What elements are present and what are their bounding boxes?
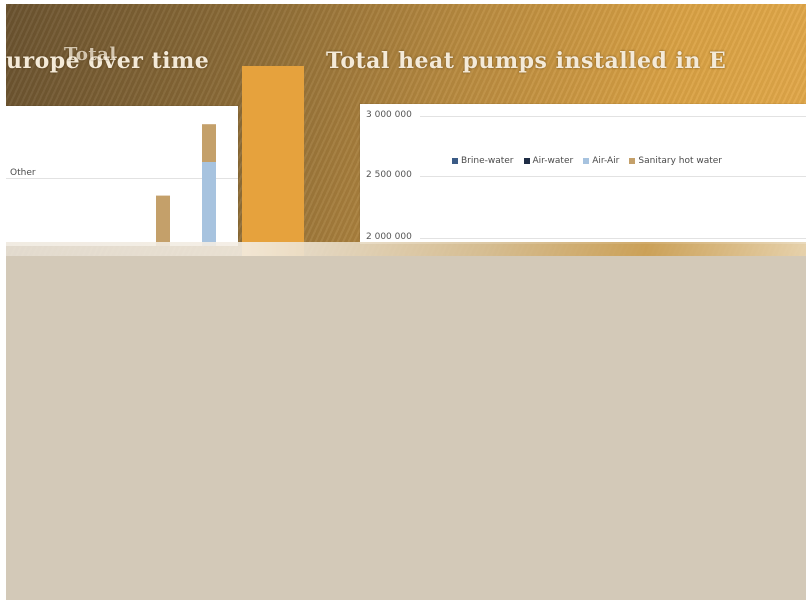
- legend-label: Air-water: [532, 156, 574, 166]
- legend-entry-other: Other: [10, 168, 36, 178]
- legend-item-air-air: Air-Air: [583, 156, 619, 166]
- y-tick-label: 3 000 000: [366, 110, 412, 120]
- title-overlap: Total: [64, 44, 117, 65]
- legend-item-brine-water: Brine-water: [452, 156, 514, 166]
- legend-item-air-water: Air-water: [523, 156, 574, 166]
- gridline: [6, 178, 238, 179]
- legend-swatch: [629, 158, 636, 164]
- bar-segment: [202, 124, 216, 162]
- gridline: [420, 176, 806, 177]
- title-banner: urope over time Total Total heat pumps i…: [6, 4, 806, 256]
- title-right: Total heat pumps installed in E: [326, 48, 727, 74]
- accent-strip: [242, 66, 304, 256]
- legend-label: Air-Air: [592, 156, 620, 166]
- figure-stage: urope over time Total Total heat pumps i…: [6, 4, 806, 600]
- title-left: urope over time: [6, 48, 210, 74]
- legend-label: Sanitary hot water: [638, 156, 722, 166]
- legend-swatch: [523, 158, 530, 164]
- bar-segment: [202, 162, 216, 246]
- gridline: [420, 116, 806, 117]
- gridline: [420, 238, 806, 239]
- y-tick-label: 2 500 000: [366, 170, 412, 180]
- chart-legend: Brine-water Air-water Air-Air Sanitary h…: [452, 156, 722, 166]
- left-bar-chart: [156, 124, 216, 246]
- legend-swatch: [583, 158, 590, 164]
- chart-panel-left: Other: [6, 106, 238, 246]
- legend-item-sanitary-hot-water: Sanitary hot water: [629, 156, 722, 166]
- legend-label: Brine-water: [461, 156, 514, 166]
- chart-panel-right: 3 000 000 2 500 000 2 000 000 Brine-wate…: [360, 104, 806, 244]
- y-tick-label: 2 000 000: [366, 232, 412, 242]
- cut-off-strip: [6, 242, 806, 256]
- bar-segment: [156, 195, 170, 246]
- legend-swatch: [452, 158, 458, 164]
